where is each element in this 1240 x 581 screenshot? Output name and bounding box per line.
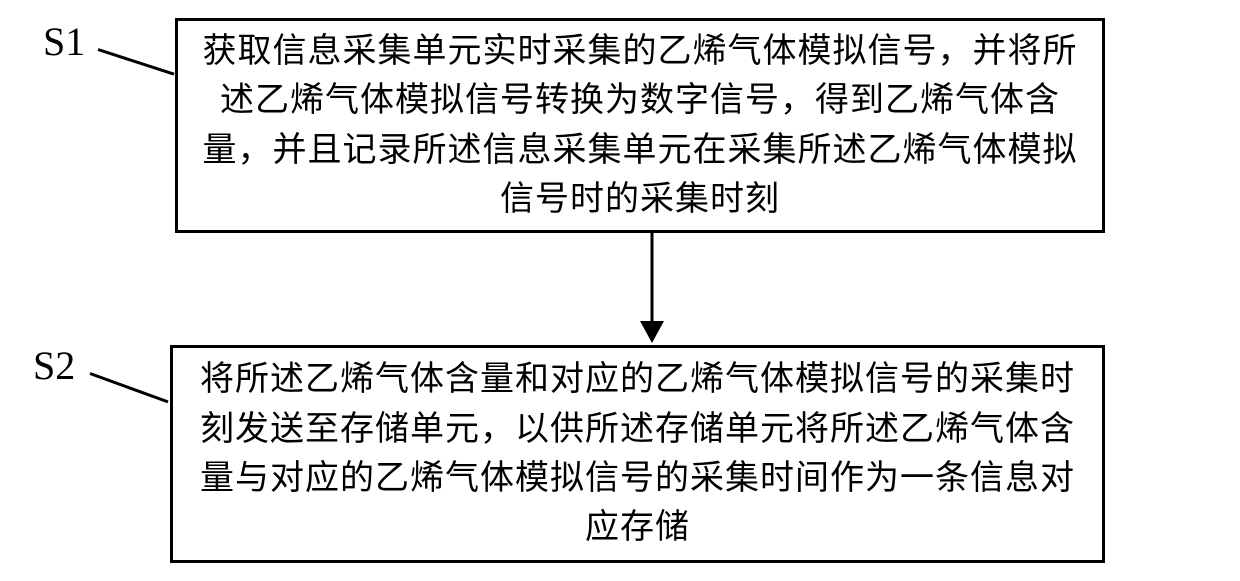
arrow-head-icon: [640, 321, 664, 343]
connector-s2: [89, 372, 168, 403]
arrow-s1-to-s2: [640, 233, 664, 343]
step-label-s1: S1: [43, 18, 85, 65]
step-box-s2: 将所述乙烯气体含量和对应的乙烯气体模拟信号的采集时刻发送至存储单元，以供所述存储…: [170, 345, 1105, 563]
step-text-s1: 获取信息采集单元实时采集的乙烯气体模拟信号，并将所述乙烯气体模拟信号转换为数字信…: [198, 27, 1082, 224]
step-label-s2: S2: [33, 342, 75, 389]
step-text-s2: 将所述乙烯气体含量和对应的乙烯气体模拟信号的采集时刻发送至存储单元，以供所述存储…: [193, 355, 1082, 552]
step-box-s1: 获取信息采集单元实时采集的乙烯气体模拟信号，并将所述乙烯气体模拟信号转换为数字信…: [175, 18, 1105, 233]
arrow-line: [651, 233, 654, 321]
connector-s1: [98, 48, 175, 76]
